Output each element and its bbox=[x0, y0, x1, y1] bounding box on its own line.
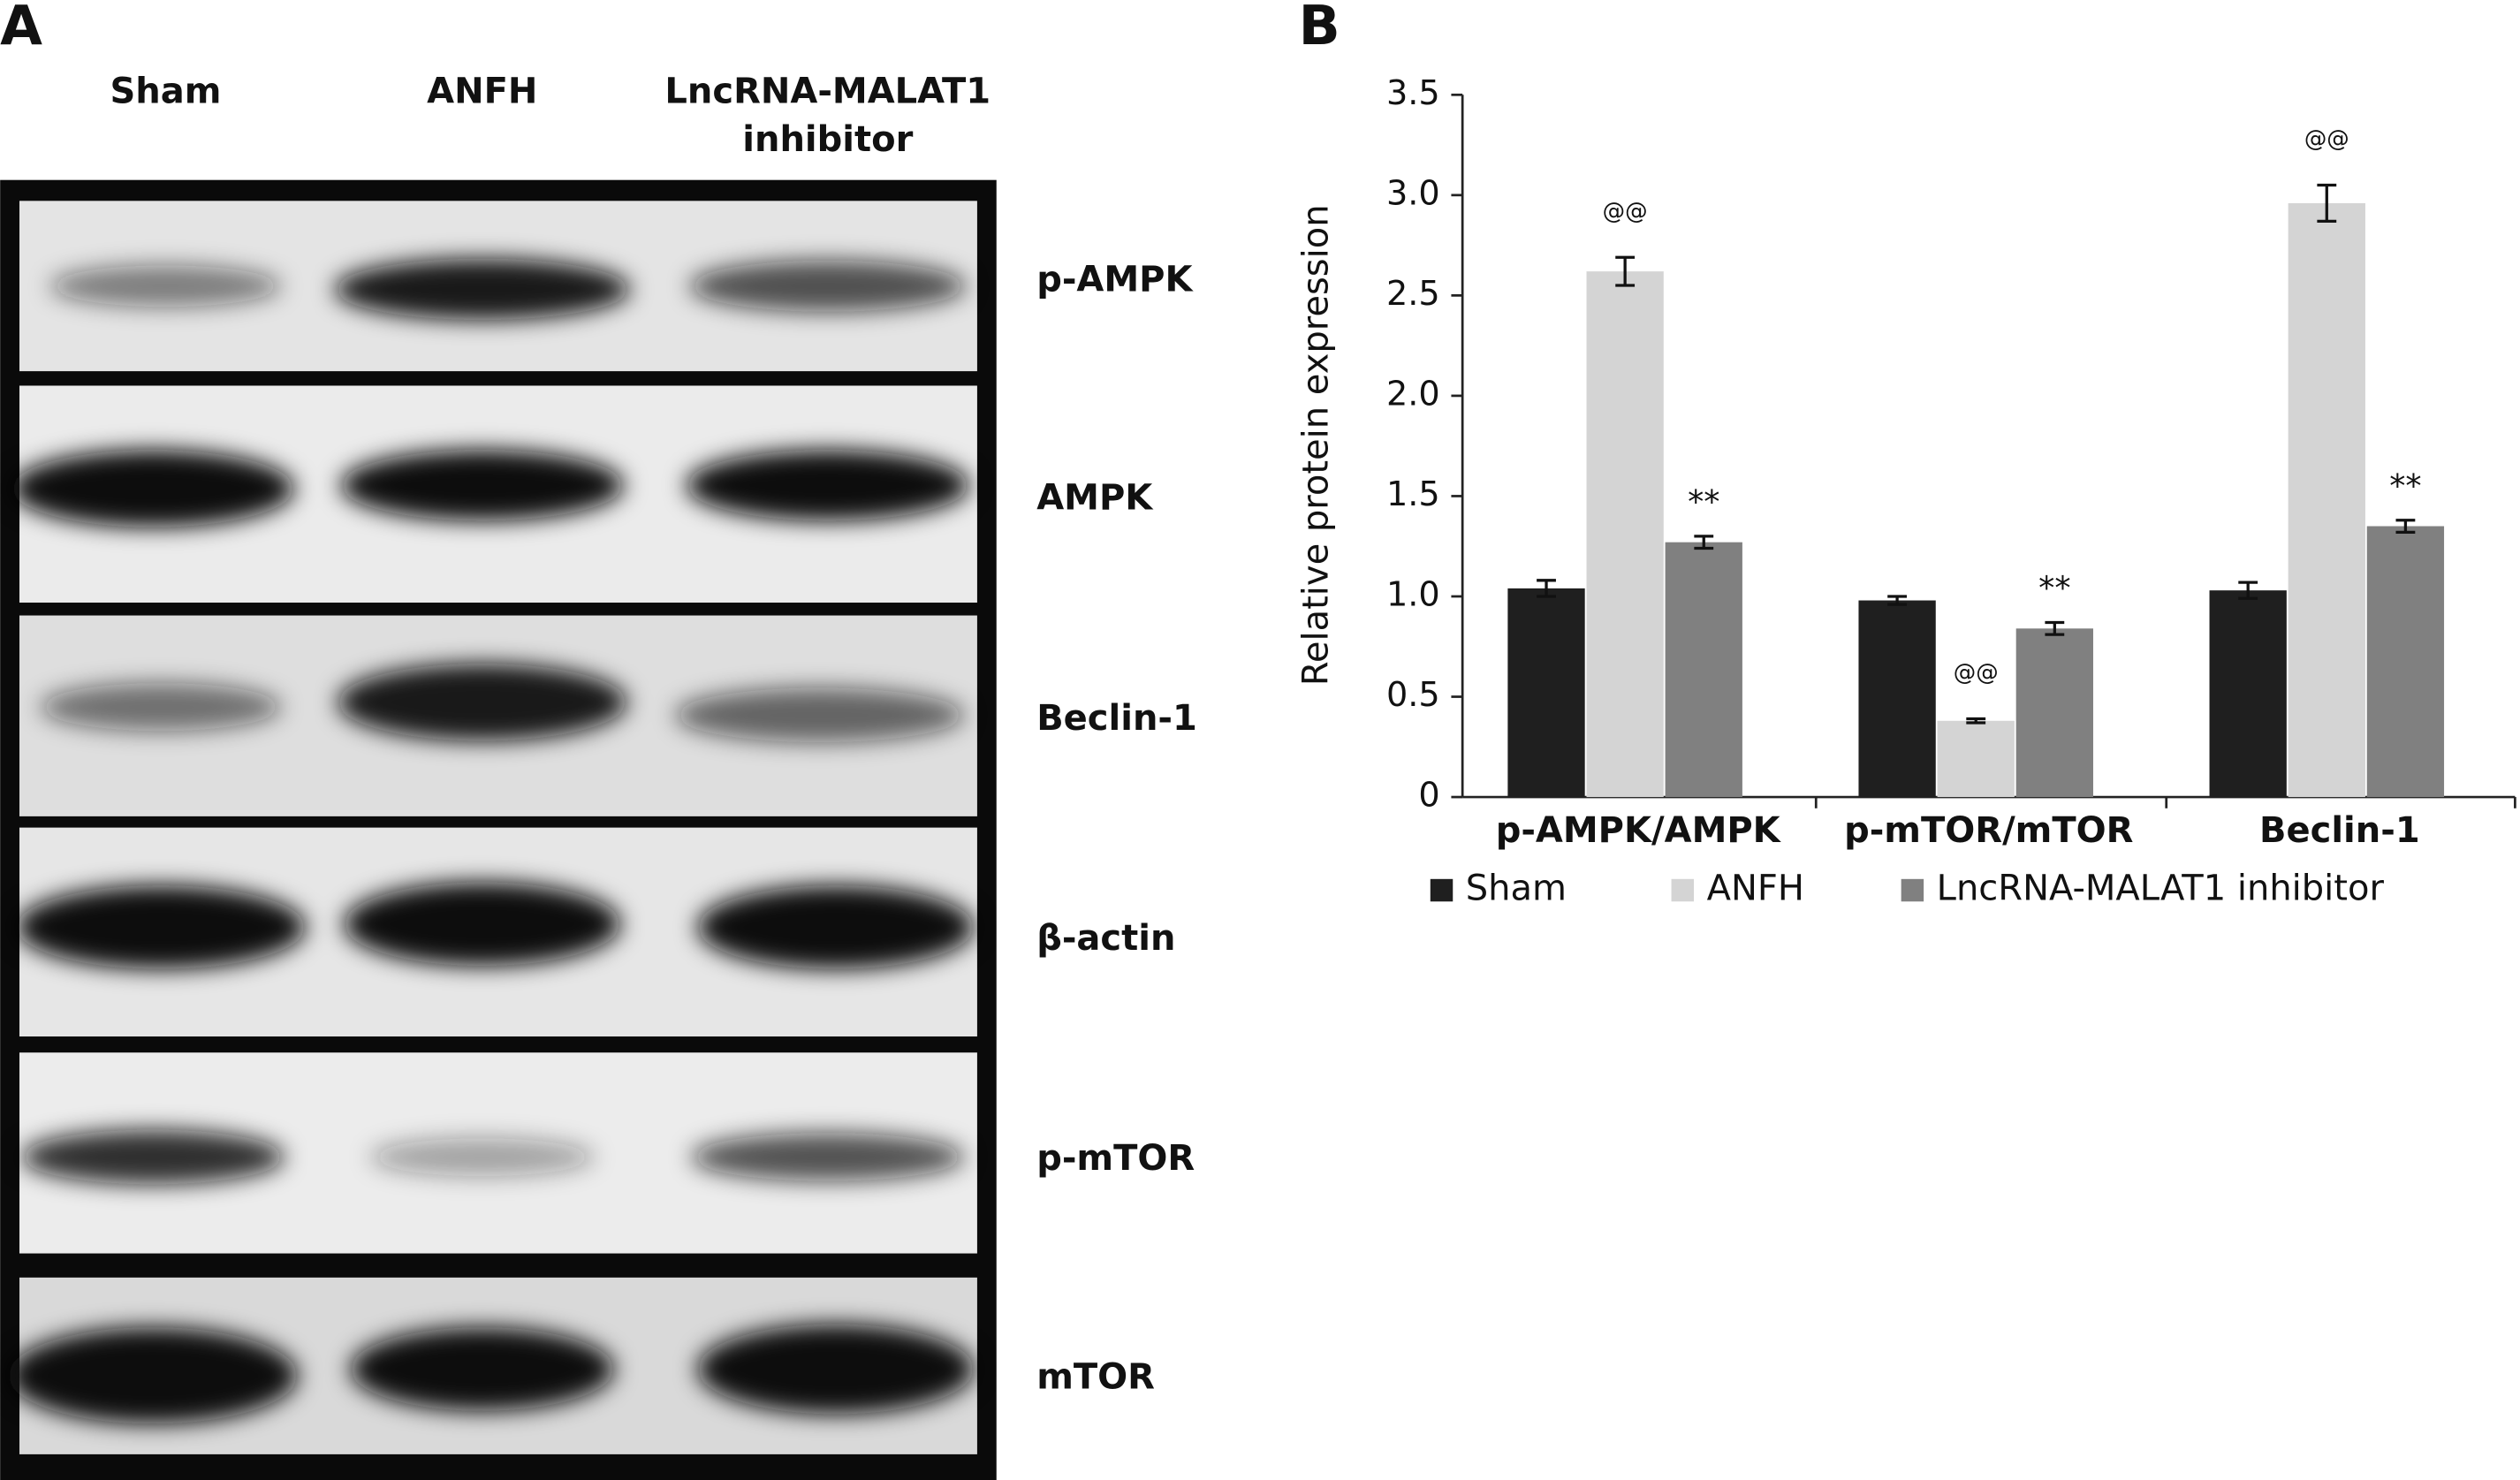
error-bar bbox=[1694, 535, 1714, 550]
band bbox=[686, 450, 969, 521]
legend-label: Sham bbox=[1466, 869, 1567, 909]
significance-label: @@ bbox=[1603, 198, 1648, 224]
bar bbox=[2209, 590, 2287, 798]
band bbox=[8, 1327, 298, 1424]
band bbox=[369, 1137, 596, 1177]
band bbox=[689, 260, 967, 312]
bar bbox=[2366, 526, 2445, 798]
y-tick-label: 0.5 bbox=[1386, 676, 1440, 715]
legend-swatch bbox=[1430, 878, 1454, 902]
significance-label: @@ bbox=[1954, 660, 1999, 687]
band bbox=[697, 885, 975, 969]
legend-label: LncRNA-MALAT1 inhibitor bbox=[1937, 869, 2385, 909]
row-label: Beclin-1 bbox=[1036, 698, 1197, 739]
row-label: β-actin bbox=[1036, 918, 1175, 959]
x-tick-label: Beclin-1 bbox=[2259, 810, 2420, 851]
y-tick-label: 0 bbox=[1418, 777, 1439, 816]
bar bbox=[1858, 600, 1936, 798]
band bbox=[49, 265, 282, 307]
lane-label: LncRNA-MALAT1 bbox=[664, 71, 991, 111]
lane-label: ANFH bbox=[427, 71, 537, 111]
band bbox=[334, 258, 631, 320]
significance-label: @@ bbox=[2304, 126, 2349, 153]
y-tick-label: 1.0 bbox=[1386, 575, 1440, 614]
bar bbox=[1586, 271, 1664, 798]
bar bbox=[2288, 202, 2365, 798]
band bbox=[691, 1133, 965, 1181]
row-label: AMPK bbox=[1036, 478, 1154, 519]
legend-label: ANFH bbox=[1707, 869, 1804, 909]
band bbox=[697, 1324, 975, 1415]
lane-label: Sham bbox=[110, 71, 221, 111]
x-tick-label: p-AMPK/AMPK bbox=[1496, 810, 1782, 851]
band bbox=[20, 1129, 285, 1185]
legend-swatch bbox=[1901, 878, 1924, 902]
error-bar bbox=[1537, 579, 1556, 598]
error-bar bbox=[2045, 620, 2065, 636]
band bbox=[11, 450, 294, 527]
error-bar bbox=[2238, 581, 2258, 600]
band bbox=[350, 1327, 614, 1411]
error-bar bbox=[1887, 595, 1908, 606]
y-tick-label: 3.5 bbox=[1386, 74, 1440, 113]
bands bbox=[8, 258, 975, 1424]
band bbox=[40, 682, 282, 732]
y-axis-label: Relative protein expression bbox=[1295, 204, 1336, 686]
error-bar bbox=[2317, 183, 2337, 223]
row-label: mTOR bbox=[1036, 1356, 1155, 1397]
y-tick-label: 2.0 bbox=[1386, 375, 1440, 414]
row-label: p-AMPK bbox=[1036, 259, 1194, 300]
panel-label: A bbox=[0, 0, 42, 57]
band bbox=[338, 664, 627, 741]
significance-label: ** bbox=[2038, 569, 2070, 607]
y-tick-label: 3.0 bbox=[1386, 174, 1440, 213]
band bbox=[16, 885, 306, 969]
bar bbox=[2015, 628, 2093, 798]
row-label: p-mTOR bbox=[1036, 1138, 1195, 1179]
bar bbox=[1937, 720, 2015, 798]
error-bar bbox=[2395, 519, 2416, 534]
panel-label: B bbox=[1299, 0, 1340, 57]
y-tick-label: 1.5 bbox=[1386, 475, 1440, 514]
band bbox=[344, 882, 621, 967]
legend-swatch bbox=[1671, 878, 1695, 902]
x-tick-label: p-mTOR/mTOR bbox=[1844, 810, 2133, 851]
significance-label: ** bbox=[2389, 467, 2421, 505]
error-bar bbox=[1966, 717, 1986, 725]
lane-label: inhibitor bbox=[742, 119, 913, 160]
bar bbox=[1507, 588, 1585, 798]
y-tick-label: 2.5 bbox=[1386, 275, 1440, 314]
error-bar bbox=[1615, 255, 1636, 287]
band bbox=[340, 450, 624, 521]
bar bbox=[1665, 542, 1742, 798]
band bbox=[675, 687, 965, 743]
significance-label: ** bbox=[1688, 482, 1719, 520]
